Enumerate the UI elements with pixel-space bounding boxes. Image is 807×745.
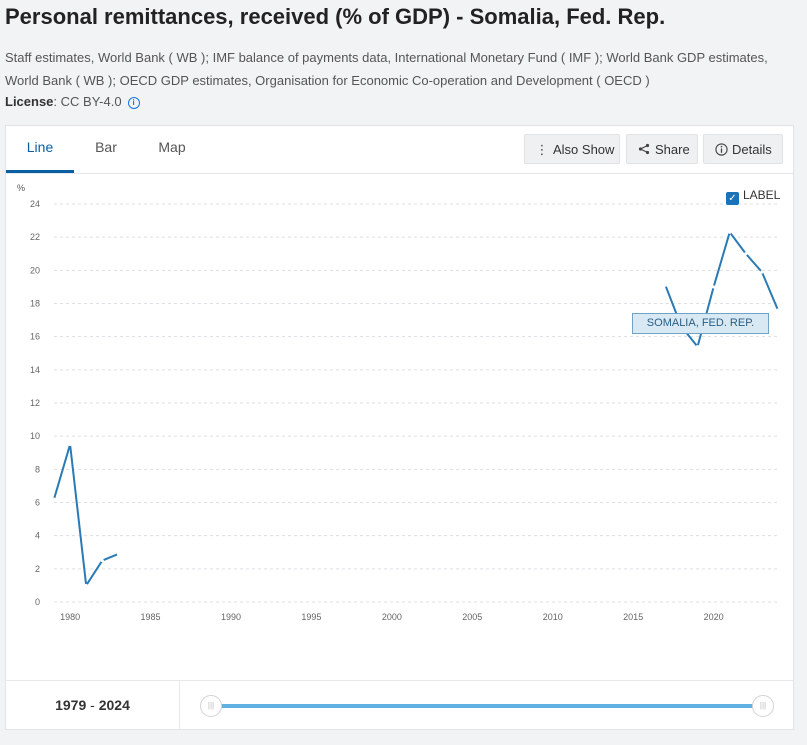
y-tick-label: 22: [30, 232, 40, 242]
data-point: [116, 552, 120, 556]
x-tick-label: 2020: [704, 612, 724, 622]
data-point: [663, 283, 667, 287]
y-tick-label: 24: [30, 199, 40, 209]
details-label: Details: [732, 142, 772, 157]
x-tick-label: 2005: [462, 612, 482, 622]
y-tick-label: 8: [35, 464, 40, 474]
x-tick-label: 1980: [60, 612, 80, 622]
data-point: [760, 270, 764, 274]
y-axis-unit-label: %: [17, 183, 25, 193]
y-tick-label: 2: [35, 564, 40, 574]
more-vertical-icon: ⋮: [535, 142, 549, 157]
range-slider-start-handle[interactable]: |||: [200, 695, 222, 717]
data-point: [744, 252, 748, 256]
info-icon[interactable]: i: [127, 97, 140, 109]
tab-line[interactable]: Line: [6, 126, 74, 173]
page-title: Personal remittances, received (% of GDP…: [5, 4, 666, 29]
x-tick-label: 2015: [623, 612, 643, 622]
data-point: [84, 583, 88, 588]
year-range: 1979 - 2024: [6, 681, 179, 730]
y-tick-label: 10: [30, 431, 40, 441]
range-end: 2024: [98, 697, 130, 713]
tab-bar[interactable]: Bar: [95, 139, 117, 155]
tab-divider: [6, 173, 793, 174]
data-point: [712, 285, 716, 289]
info-circle-icon: [714, 135, 728, 165]
data-point: [100, 558, 104, 563]
x-tick-label: 1985: [141, 612, 161, 622]
data-point: [728, 230, 732, 234]
y-tick-label: 20: [30, 265, 40, 275]
y-tick-label: 14: [30, 365, 40, 375]
y-tick-label: 16: [30, 332, 40, 342]
y-tick-label: 18: [30, 299, 40, 309]
range-start: 1979: [55, 697, 87, 713]
y-tick-label: 6: [35, 498, 40, 508]
y-tick-label: 4: [35, 531, 40, 541]
range-slider-track[interactable]: [211, 704, 763, 708]
series-label: SOMALIA, FED. REP.: [632, 313, 769, 334]
footer-divider: [179, 681, 180, 730]
chart-card: Line Bar Map ⋮ Also Show Share Details % 0…: [5, 125, 794, 730]
x-tick-label: 2000: [382, 612, 402, 622]
license-value: : CC BY-4.0: [53, 94, 122, 109]
x-tick-label: 1995: [301, 612, 321, 622]
share-icon: [637, 135, 651, 165]
share-button[interactable]: Share: [626, 134, 698, 164]
series-line: [53, 443, 119, 587]
label-checkbox[interactable]: ✓: [726, 192, 739, 205]
range-footer: 1979 - 2024 ||| |||: [6, 680, 793, 730]
license: License: CC BY-4.0 i: [5, 94, 140, 109]
details-button[interactable]: Details: [703, 134, 783, 164]
data-point: [68, 442, 72, 447]
range-slider-end-handle[interactable]: |||: [752, 695, 774, 717]
share-label: Share: [655, 142, 690, 157]
label-toggle[interactable]: ✓ LABEL: [726, 188, 781, 205]
data-point: [695, 345, 700, 349]
also-show-button[interactable]: ⋮ Also Show: [524, 134, 620, 164]
also-show-label: Also Show: [553, 142, 615, 157]
y-tick-label: 12: [30, 398, 40, 408]
data-point: [52, 497, 56, 501]
x-tick-label: 2010: [543, 612, 563, 622]
data-sources: Staff estimates, World Bank ( WB ); IMF …: [5, 50, 768, 88]
x-tick-label: 1990: [221, 612, 241, 622]
label-toggle-text: LABEL: [743, 188, 781, 202]
tab-map[interactable]: Map: [158, 139, 186, 155]
y-tick-label: 0: [35, 597, 40, 607]
data-point: [776, 308, 780, 312]
range-separator: -: [86, 697, 99, 713]
license-label: License: [5, 94, 54, 109]
